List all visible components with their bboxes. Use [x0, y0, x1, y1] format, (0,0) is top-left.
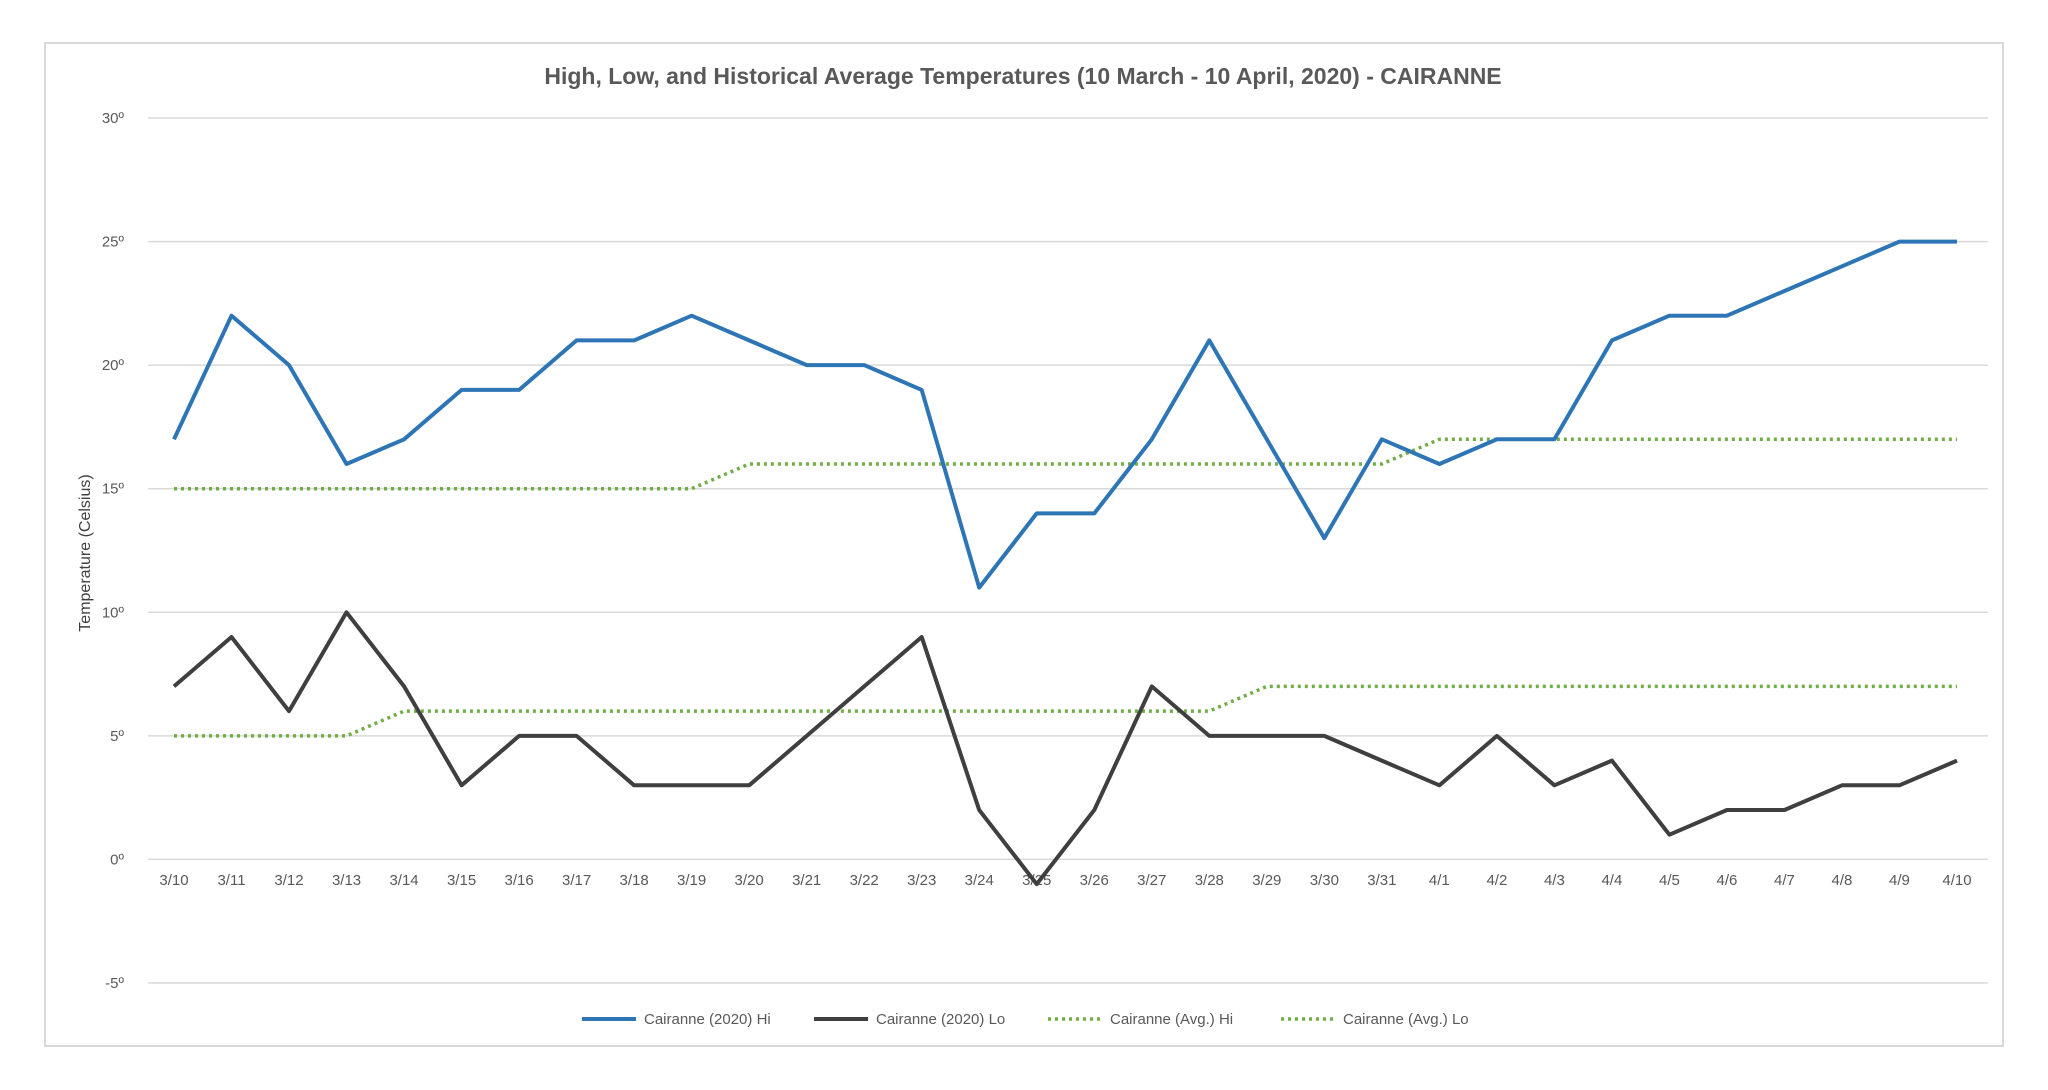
y-tick-label: 5º: [110, 728, 124, 745]
legend-entry: Cairanne (Avg.) Lo: [1281, 1011, 1469, 1028]
x-tick-label: 3/26: [1080, 872, 1109, 889]
legend-label: Cairanne (Avg.) Lo: [1343, 1011, 1469, 1028]
chart-frame: [44, 42, 2004, 1047]
y-tick-labels: -5º 0º 5º 10º 15º 20º 25º 30º: [102, 110, 125, 992]
x-tick-label: 3/30: [1310, 872, 1339, 889]
x-tick-labels: 3/10 3/11 3/12 3/13 3/14 3/15 3/16 3/17 3/18 3/19…: [159, 872, 1971, 889]
y-tick-label: 0º: [110, 851, 124, 868]
x-tick-label: 3/23: [907, 872, 936, 889]
legend-entry: Cairanne (2020) Hi: [582, 1011, 771, 1028]
gridlines: [148, 117, 1988, 984]
x-tick-label: 3/22: [850, 872, 879, 889]
x-tick-label: 3/19: [677, 872, 706, 889]
x-tick-label: 3/12: [274, 872, 303, 889]
x-tick-label: 4/7: [1774, 872, 1795, 889]
x-tick-label: 3/18: [620, 872, 649, 889]
series-line-cairanne-2020-lo: [172, 610, 1958, 887]
x-tick-label: 3/31: [1367, 872, 1396, 889]
x-tick-label: 4/3: [1544, 872, 1565, 889]
x-tick-label: 3/17: [562, 872, 591, 889]
series-lines: [172, 239, 1958, 887]
legend-label: Cairanne (Avg.) Hi: [1110, 1011, 1233, 1028]
legend-entry: Cairanne (Avg.) Hi: [1048, 1011, 1233, 1028]
x-tick-label: 3/11: [217, 872, 245, 889]
x-tick-label: 3/20: [735, 872, 764, 889]
x-tick-label: 4/5: [1659, 872, 1680, 889]
legend-entry: Cairanne (2020) Lo: [814, 1011, 1005, 1028]
y-tick-label: 20º: [102, 357, 125, 374]
y-tick-label: 30º: [102, 110, 125, 127]
x-tick-label: 3/16: [504, 872, 533, 889]
x-tick-label: 3/27: [1137, 872, 1166, 889]
chart-title: High, Low, and Historical Average Temper…: [544, 63, 1501, 89]
x-tick-label: 3/14: [389, 872, 418, 889]
x-tick-label: 3/28: [1195, 872, 1224, 889]
x-tick-label: 3/25: [1022, 872, 1051, 889]
y-tick-label: -5º: [105, 975, 124, 992]
x-tick-label: 3/15: [447, 872, 476, 889]
y-tick-label: 25º: [102, 234, 125, 251]
x-tick-label: 3/24: [965, 872, 994, 889]
series-line-cairanne-2020-hi: [172, 239, 1957, 590]
x-tick-label: 3/10: [159, 872, 188, 889]
legend: Cairanne (2020) Hi Cairanne (2020) Lo Cair…: [582, 1011, 1469, 1028]
x-tick-label: 3/13: [332, 872, 361, 889]
y-tick-label: 10º: [102, 604, 125, 621]
x-tick-label: 4/6: [1717, 872, 1738, 889]
legend-label: Cairanne (2020) Lo: [876, 1011, 1005, 1028]
x-tick-label: 4/2: [1486, 872, 1507, 889]
x-tick-label: 3/21: [792, 872, 821, 889]
x-tick-label: 4/9: [1889, 872, 1910, 889]
y-tick-label: 15º: [102, 481, 125, 498]
y-axis-label: Temperature (Celsius): [77, 474, 94, 631]
series-line-cairanne-avg-lo: [174, 684, 1957, 738]
x-tick-label: 4/4: [1601, 872, 1622, 889]
series-line-cairanne-avg-hi: [174, 437, 1957, 491]
x-tick-label: 3/29: [1252, 872, 1281, 889]
legend-label: Cairanne (2020) Hi: [644, 1011, 771, 1028]
x-tick-label: 4/1: [1429, 872, 1450, 889]
x-tick-label: 4/10: [1942, 872, 1971, 889]
x-tick-label: 4/8: [1832, 872, 1853, 889]
